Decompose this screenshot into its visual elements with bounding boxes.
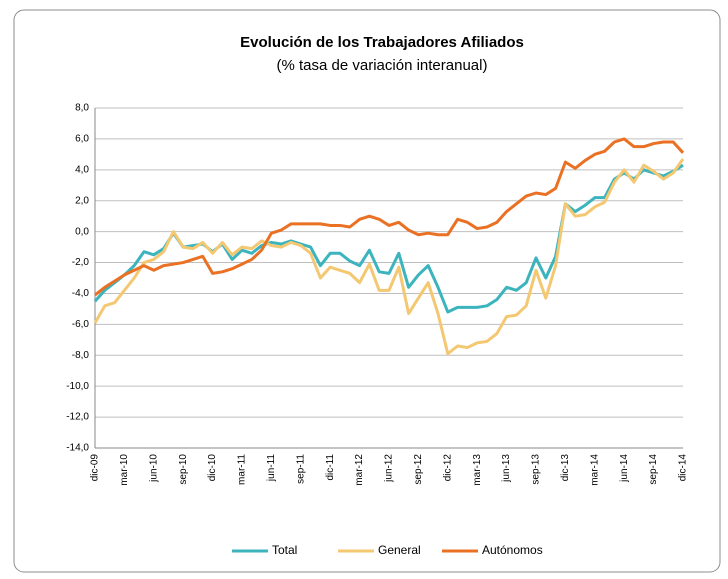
y-tick-label: -12,0 <box>66 412 89 423</box>
x-tick-label: sep-11 <box>295 454 306 484</box>
x-tick-label: mar-10 <box>119 454 130 486</box>
x-tick-label: sep-12 <box>413 454 424 485</box>
y-tick-label: 0,0 <box>75 226 89 237</box>
x-tick-label: jun-10 <box>148 454 159 483</box>
chart-frame <box>13 9 721 573</box>
x-tick-label: dic-11 <box>325 454 336 481</box>
x-tick-label: dic-09 <box>90 454 101 482</box>
y-tick-label: -2,0 <box>72 257 90 268</box>
x-tick-label: jun-12 <box>384 454 395 483</box>
y-tick-label: 6,0 <box>75 134 89 145</box>
x-tick-label: mar-11 <box>237 454 248 485</box>
line-series <box>94 137 685 297</box>
x-tick-label: dic-14 <box>678 454 689 482</box>
line-series <box>93 163 684 314</box>
y-tick-label: 8,0 <box>75 103 89 114</box>
y-tick-label: 2,0 <box>75 195 89 206</box>
y-tick-label: -6,0 <box>72 319 90 330</box>
y-tick-label: -4,0 <box>72 288 90 299</box>
y-tick-label: -8,0 <box>72 350 90 361</box>
y-tick-label: -14,0 <box>66 443 89 454</box>
x-tick-label: jun-13 <box>501 454 512 483</box>
legend-label: Autónomos <box>482 543 543 557</box>
legend-label: Total <box>272 543 297 557</box>
x-tick-label: jun-14 <box>619 454 630 483</box>
x-tick-label: mar-13 <box>472 454 483 486</box>
x-tick-label: sep-13 <box>531 454 542 485</box>
y-tick-label: -10,0 <box>66 381 89 392</box>
x-tick-label: mar-12 <box>354 454 365 486</box>
chart-subtitle: (% tasa de variación interanual) <box>277 57 488 74</box>
y-tick-label: 4,0 <box>75 164 89 175</box>
x-tick-label: dic-12 <box>442 454 453 482</box>
line-series <box>93 158 685 356</box>
chart-title: Evolución de los Trabajadores Afiliados <box>240 34 524 51</box>
x-tick-label: sep-10 <box>178 454 189 485</box>
x-tick-label: mar-14 <box>589 454 600 486</box>
x-tick-label: jun-11 <box>266 454 277 482</box>
x-tick-label: dic-10 <box>207 454 218 482</box>
x-tick-label: sep-14 <box>648 454 659 485</box>
legend-label: General <box>378 543 421 557</box>
x-tick-label: dic-13 <box>560 454 571 482</box>
